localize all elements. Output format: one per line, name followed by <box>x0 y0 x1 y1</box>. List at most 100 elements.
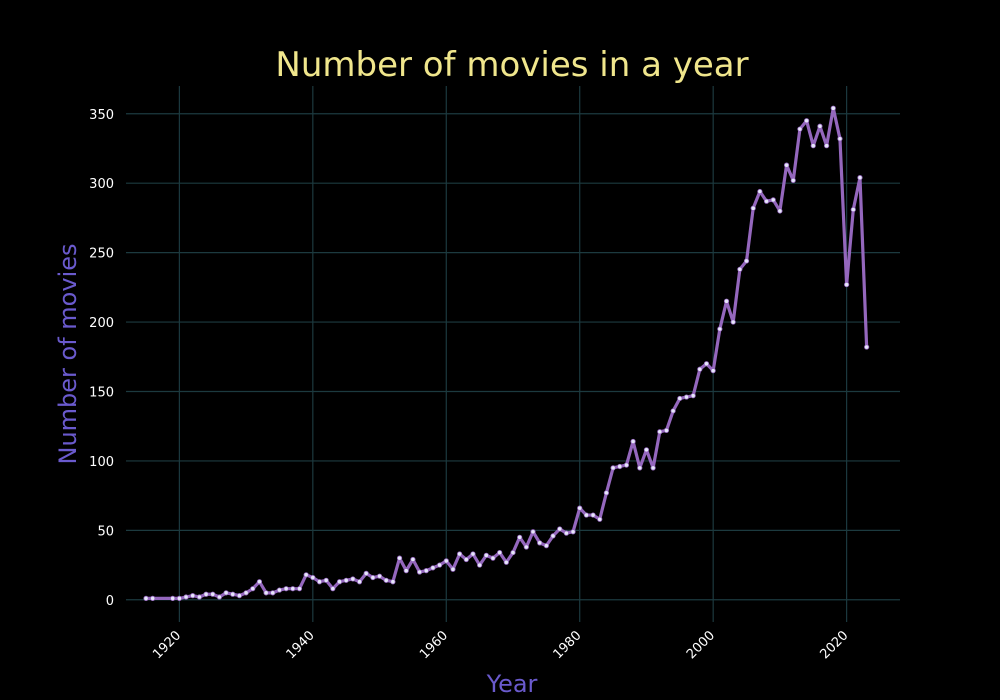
x-tick-label: 1940 <box>284 628 318 662</box>
data-point <box>150 595 156 601</box>
data-point <box>490 555 496 561</box>
data-point <box>550 533 556 539</box>
data-point <box>797 126 803 132</box>
data-point <box>817 123 823 129</box>
data-point <box>750 205 756 211</box>
data-point <box>603 490 610 496</box>
data-point <box>243 590 249 596</box>
data-point <box>270 590 276 596</box>
data-point <box>343 577 349 583</box>
data-point <box>777 208 783 214</box>
data-point <box>864 344 870 350</box>
data-point <box>837 136 843 142</box>
data-point <box>416 569 423 575</box>
y-tick-label: 0 <box>106 594 114 609</box>
data-point <box>436 562 443 568</box>
data-point <box>783 162 790 168</box>
data-point <box>697 366 703 372</box>
data-point <box>196 594 202 600</box>
data-point <box>477 562 483 568</box>
data-point <box>483 552 489 558</box>
data-point <box>470 551 476 557</box>
data-point <box>323 577 329 583</box>
data-point <box>463 556 469 563</box>
data-point <box>690 393 696 399</box>
grid <box>126 86 900 622</box>
data-point <box>810 143 816 149</box>
data-point <box>703 361 710 367</box>
x-axis-label: Year <box>486 670 538 698</box>
data-point <box>790 177 796 184</box>
data-point <box>363 570 369 577</box>
data-point <box>176 595 182 601</box>
y-tick-label: 50 <box>97 524 114 539</box>
data-point <box>403 568 409 574</box>
data-point <box>383 577 389 583</box>
data-point <box>577 505 583 511</box>
data-point <box>143 595 149 601</box>
data-point <box>570 529 576 535</box>
data-point <box>296 586 303 592</box>
data-point <box>443 558 449 564</box>
data-point <box>203 591 209 597</box>
data-point <box>610 465 616 471</box>
x-tick-label: 1920 <box>150 628 184 662</box>
data-point <box>623 462 630 468</box>
data-point <box>857 175 863 181</box>
y-tick-label: 350 <box>89 108 114 123</box>
data-point <box>256 579 263 585</box>
data-point <box>330 586 336 592</box>
data-point <box>677 395 683 402</box>
data-point <box>190 593 196 599</box>
data-point <box>497 549 503 556</box>
data-point <box>723 298 730 304</box>
data-point <box>730 319 736 325</box>
data-point <box>223 590 229 596</box>
data-point <box>650 465 656 471</box>
data-point <box>803 118 810 124</box>
data-point <box>850 206 856 213</box>
data-point <box>737 266 743 272</box>
data-point <box>844 281 850 288</box>
data-point <box>770 197 776 203</box>
x-tick-label: 1960 <box>417 628 451 662</box>
data-point <box>830 105 836 111</box>
data-point <box>743 258 750 264</box>
data-point <box>597 516 603 522</box>
data-point <box>530 529 536 535</box>
data-point <box>503 559 509 565</box>
data-point <box>310 574 316 581</box>
x-tick-label: 2020 <box>817 628 851 662</box>
data-point <box>283 586 289 592</box>
data-point <box>370 574 376 581</box>
data-point <box>557 526 563 532</box>
x-axis-ticks: 1920 1940 1960 1980 2000 2020 <box>150 628 851 662</box>
data-point <box>430 565 436 571</box>
data-point <box>290 586 296 592</box>
data-point <box>657 429 663 435</box>
data-point <box>183 594 189 600</box>
data-point <box>356 579 363 585</box>
y-axis-ticks: 0 50 100 150 200 250 300 350 <box>89 108 114 609</box>
data-point <box>670 408 676 414</box>
x-tick-label: 1980 <box>551 628 585 662</box>
data-point <box>510 549 516 556</box>
data-point <box>717 326 723 332</box>
data-point <box>663 427 670 433</box>
data-point <box>263 590 269 596</box>
data-point <box>523 544 529 550</box>
data-point <box>583 512 590 518</box>
data-point <box>757 188 763 195</box>
data-point <box>643 447 650 453</box>
data-point <box>450 566 456 572</box>
data-point <box>170 595 176 601</box>
data-point <box>537 540 543 546</box>
data-point <box>710 368 716 374</box>
data-point <box>303 572 309 578</box>
data-point <box>316 579 323 585</box>
y-tick-label: 100 <box>89 455 114 470</box>
data-point <box>543 543 549 549</box>
data-point <box>763 198 770 204</box>
